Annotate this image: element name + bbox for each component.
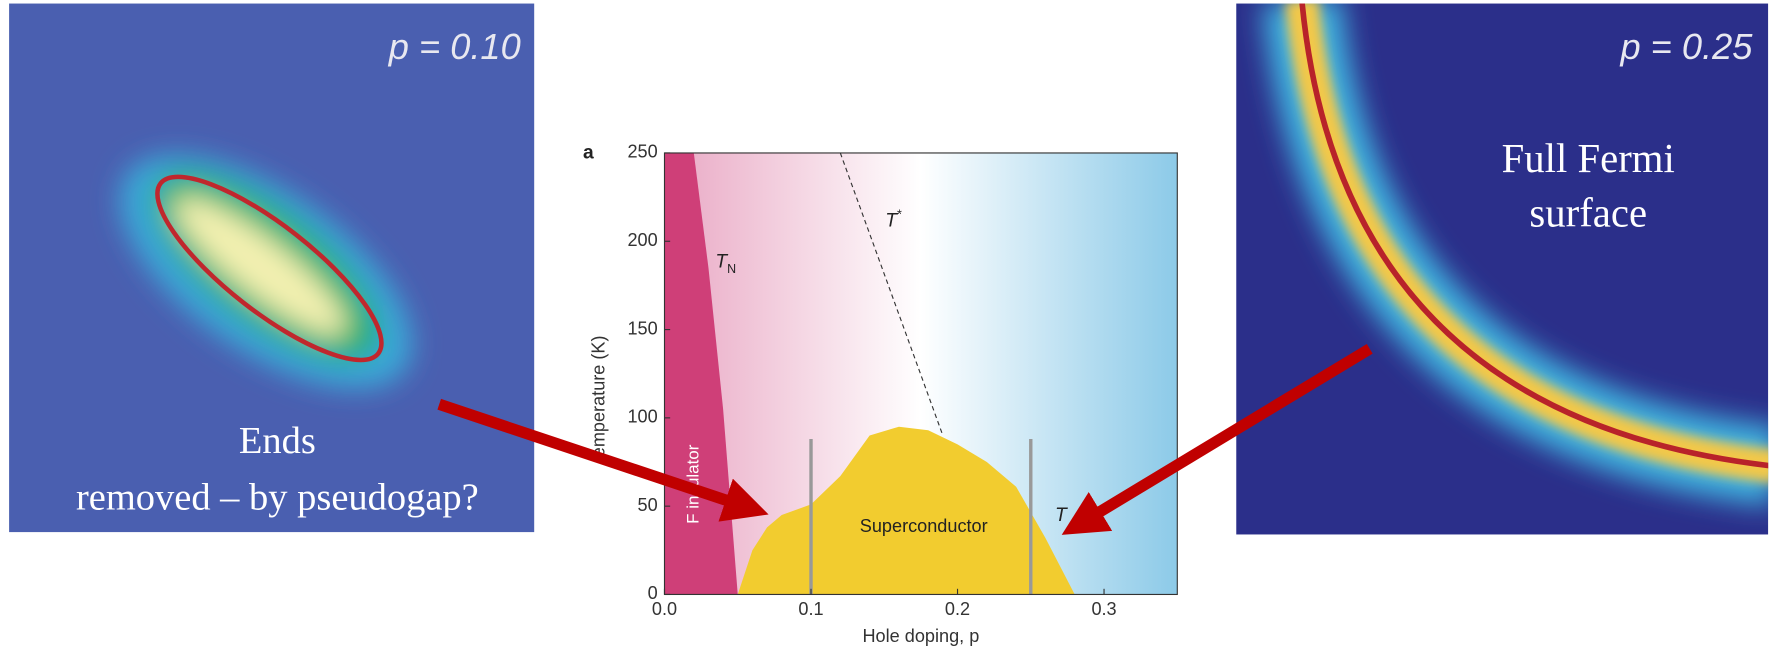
panel-label: p = 0.10	[388, 26, 521, 67]
x-tick-label: 0.0	[652, 599, 677, 619]
plot-frame	[663, 152, 1178, 596]
y-tick-label: 50	[638, 495, 658, 515]
right-label: T	[1055, 505, 1068, 526]
superconducting-dome	[737, 426, 1075, 595]
phase-diagram: F insulatorSuperconductorTNT*T0501001502…	[583, 142, 1178, 646]
pseudogap-label-base: T	[885, 211, 898, 232]
y-axis-label: emperature (K)	[588, 335, 608, 457]
neel-label: TN	[715, 251, 736, 276]
right-panel: p = 0.25 Full Fermi surface	[1236, 3, 1769, 535]
pseudogap-label-sup: *	[897, 208, 902, 222]
y-tick-label: 200	[627, 230, 657, 250]
left-panel: p = 0.10 Ends removed – by pseudogap?	[9, 3, 535, 533]
panel-letter: a	[583, 143, 594, 164]
caption: Ends	[239, 420, 316, 462]
x-axis-label: Hole doping, p	[862, 626, 979, 646]
x-tick-label: 0.1	[798, 599, 823, 619]
x-tick-label: 0.3	[1091, 599, 1116, 619]
pseudogap-label: T*	[885, 208, 902, 232]
dome-label: Superconductor	[860, 516, 988, 536]
x-tick-label: 0.2	[945, 599, 970, 619]
panel-label: p = 0.25	[1619, 26, 1753, 67]
caption: removed – by pseudogap?	[76, 477, 479, 519]
y-tick-label: 0	[648, 583, 658, 603]
caption: Full Fermi	[1502, 136, 1675, 181]
y-tick-label: 100	[627, 407, 657, 427]
y-tick-label: 250	[627, 142, 657, 162]
caption: surface	[1529, 191, 1647, 236]
arrow	[437, 398, 769, 522]
neel-label-sub: N	[727, 262, 736, 276]
arrow	[1061, 343, 1373, 535]
pseudogap-line	[839, 152, 944, 436]
y-tick-label: 150	[627, 318, 657, 338]
neel-label-base: T	[715, 251, 728, 272]
